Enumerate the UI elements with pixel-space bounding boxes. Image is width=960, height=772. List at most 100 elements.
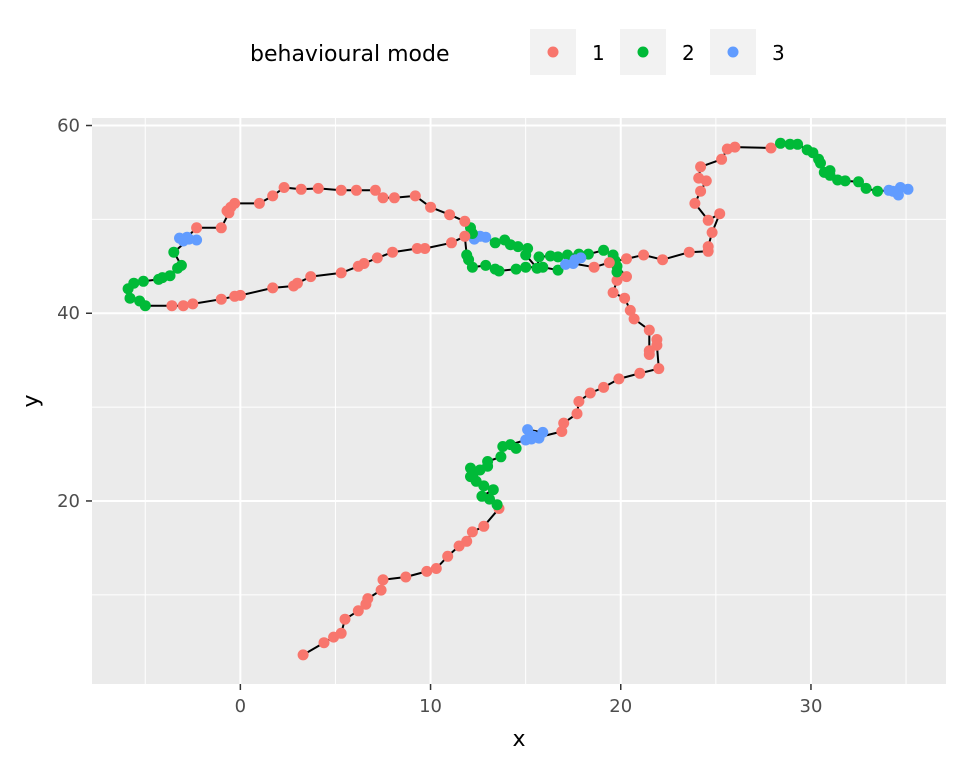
data-point <box>335 184 347 196</box>
x-tick-label: 0 <box>235 696 246 717</box>
data-point <box>459 215 471 227</box>
data-point <box>619 292 631 304</box>
data-point <box>489 237 501 249</box>
data-point <box>695 185 707 197</box>
legend-key-point <box>547 46 559 58</box>
data-point <box>166 300 178 312</box>
data-point <box>613 373 625 385</box>
data-point <box>482 456 494 467</box>
data-point <box>191 222 203 234</box>
legend-key-label: 3 <box>772 41 785 65</box>
data-point <box>409 190 421 202</box>
x-tick-label: 10 <box>419 696 442 717</box>
data-point <box>172 262 184 274</box>
panel-background <box>92 118 946 684</box>
data-point <box>369 184 381 196</box>
data-point <box>525 433 537 445</box>
data-point <box>465 462 476 474</box>
data-point <box>137 275 149 287</box>
y-tick-label: 60 <box>57 116 80 137</box>
data-point <box>442 550 454 562</box>
data-point <box>537 261 549 273</box>
data-point <box>122 283 134 295</box>
legend-title: behavioural mode <box>250 42 449 67</box>
data-point <box>466 261 478 273</box>
data-point <box>558 417 570 429</box>
data-point <box>253 197 265 209</box>
data-point <box>775 137 786 149</box>
data-point <box>411 243 423 254</box>
data-point <box>634 367 646 379</box>
data-point <box>421 565 433 577</box>
data-point <box>702 241 714 253</box>
data-point <box>520 261 532 273</box>
data-point <box>824 165 836 177</box>
data-point <box>493 265 505 277</box>
data-point <box>575 252 587 264</box>
data-point <box>223 207 235 219</box>
data-point <box>638 249 650 261</box>
data-point <box>552 264 564 276</box>
data-point <box>607 287 619 299</box>
data-point <box>765 142 777 154</box>
data-point <box>183 233 195 245</box>
data-point <box>533 251 545 263</box>
data-point <box>215 293 227 305</box>
data-point <box>267 190 279 202</box>
data-point <box>335 627 347 639</box>
data-point <box>510 263 522 275</box>
data-point <box>312 182 324 194</box>
data-point <box>358 258 370 269</box>
legend-key-label: 1 <box>592 41 605 65</box>
data-point <box>446 237 457 249</box>
data-point <box>839 175 851 187</box>
data-point <box>693 172 705 184</box>
data-point <box>522 424 534 436</box>
data-point <box>624 304 636 316</box>
data-point <box>375 584 387 596</box>
data-point <box>556 426 568 437</box>
data-point <box>504 439 516 451</box>
data-point <box>444 209 456 221</box>
data-point <box>702 214 714 226</box>
data-point <box>860 182 872 194</box>
data-point <box>352 605 364 617</box>
data-point <box>430 563 442 574</box>
data-point <box>567 258 579 269</box>
data-point <box>425 201 437 213</box>
axes: 0 10 20 30 20 40 60 <box>57 116 822 717</box>
legend-key-point <box>727 46 739 58</box>
data-point <box>234 289 246 301</box>
data-point <box>571 408 583 420</box>
data-point <box>689 197 701 209</box>
data-point <box>267 282 279 294</box>
data-point <box>350 184 362 196</box>
data-point <box>588 261 600 273</box>
data-point <box>598 381 610 393</box>
data-point <box>792 138 804 150</box>
data-point <box>603 257 615 269</box>
data-point <box>388 192 400 204</box>
legend: behavioural mode 1 2 3 <box>250 29 785 75</box>
data-point <box>887 185 899 197</box>
data-point <box>491 499 503 511</box>
data-point <box>478 520 490 532</box>
data-point <box>278 182 290 193</box>
data-point <box>784 138 796 150</box>
data-point <box>305 271 317 283</box>
data-points <box>122 137 914 661</box>
data-point <box>706 227 718 238</box>
data-point <box>598 244 610 256</box>
data-point <box>153 273 165 285</box>
data-point <box>695 161 707 173</box>
data-point <box>643 324 655 336</box>
data-point <box>466 526 478 538</box>
data-point <box>139 300 151 312</box>
data-point <box>215 222 227 234</box>
data-point <box>459 230 471 242</box>
data-point <box>815 157 826 169</box>
data-point <box>377 574 389 586</box>
data-point <box>621 253 632 265</box>
